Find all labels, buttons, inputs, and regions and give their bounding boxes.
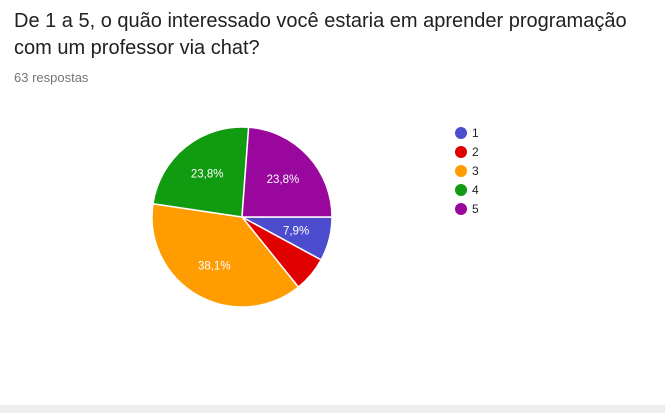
question-title: De 1 a 5, o quão interessado você estari… — [14, 10, 627, 59]
legend-swatch-5 — [455, 203, 467, 215]
chart-legend: 1 2 3 4 5 — [455, 126, 479, 216]
legend-label-2: 2 — [472, 145, 479, 159]
response-count: 63 respostas — [14, 70, 89, 85]
pie-labels: 7,9% 38,1% 23,8% 23,8% — [191, 168, 309, 272]
bottom-divider — [0, 405, 665, 413]
slice-label-3: 38,1% — [198, 260, 231, 272]
legend-swatch-2 — [455, 146, 467, 158]
legend-label-4: 4 — [472, 183, 479, 197]
slice-label-4: 23,8% — [191, 168, 224, 180]
legend-label-5: 5 — [472, 202, 479, 216]
slice-label-1: 7,9% — [283, 226, 309, 238]
slice-label-5: 23,8% — [267, 174, 300, 186]
legend-swatch-3 — [455, 165, 467, 177]
legend-swatch-1 — [455, 127, 467, 139]
legend-label-1: 1 — [472, 126, 479, 140]
legend-label-3: 3 — [472, 164, 479, 178]
pie-slice-3[interactable] — [151, 202, 300, 308]
pie-slice-4[interactable] — [152, 126, 250, 218]
pie-slices — [151, 126, 333, 308]
pie-slice-5[interactable] — [241, 126, 333, 218]
legend-swatch-4 — [455, 184, 467, 196]
